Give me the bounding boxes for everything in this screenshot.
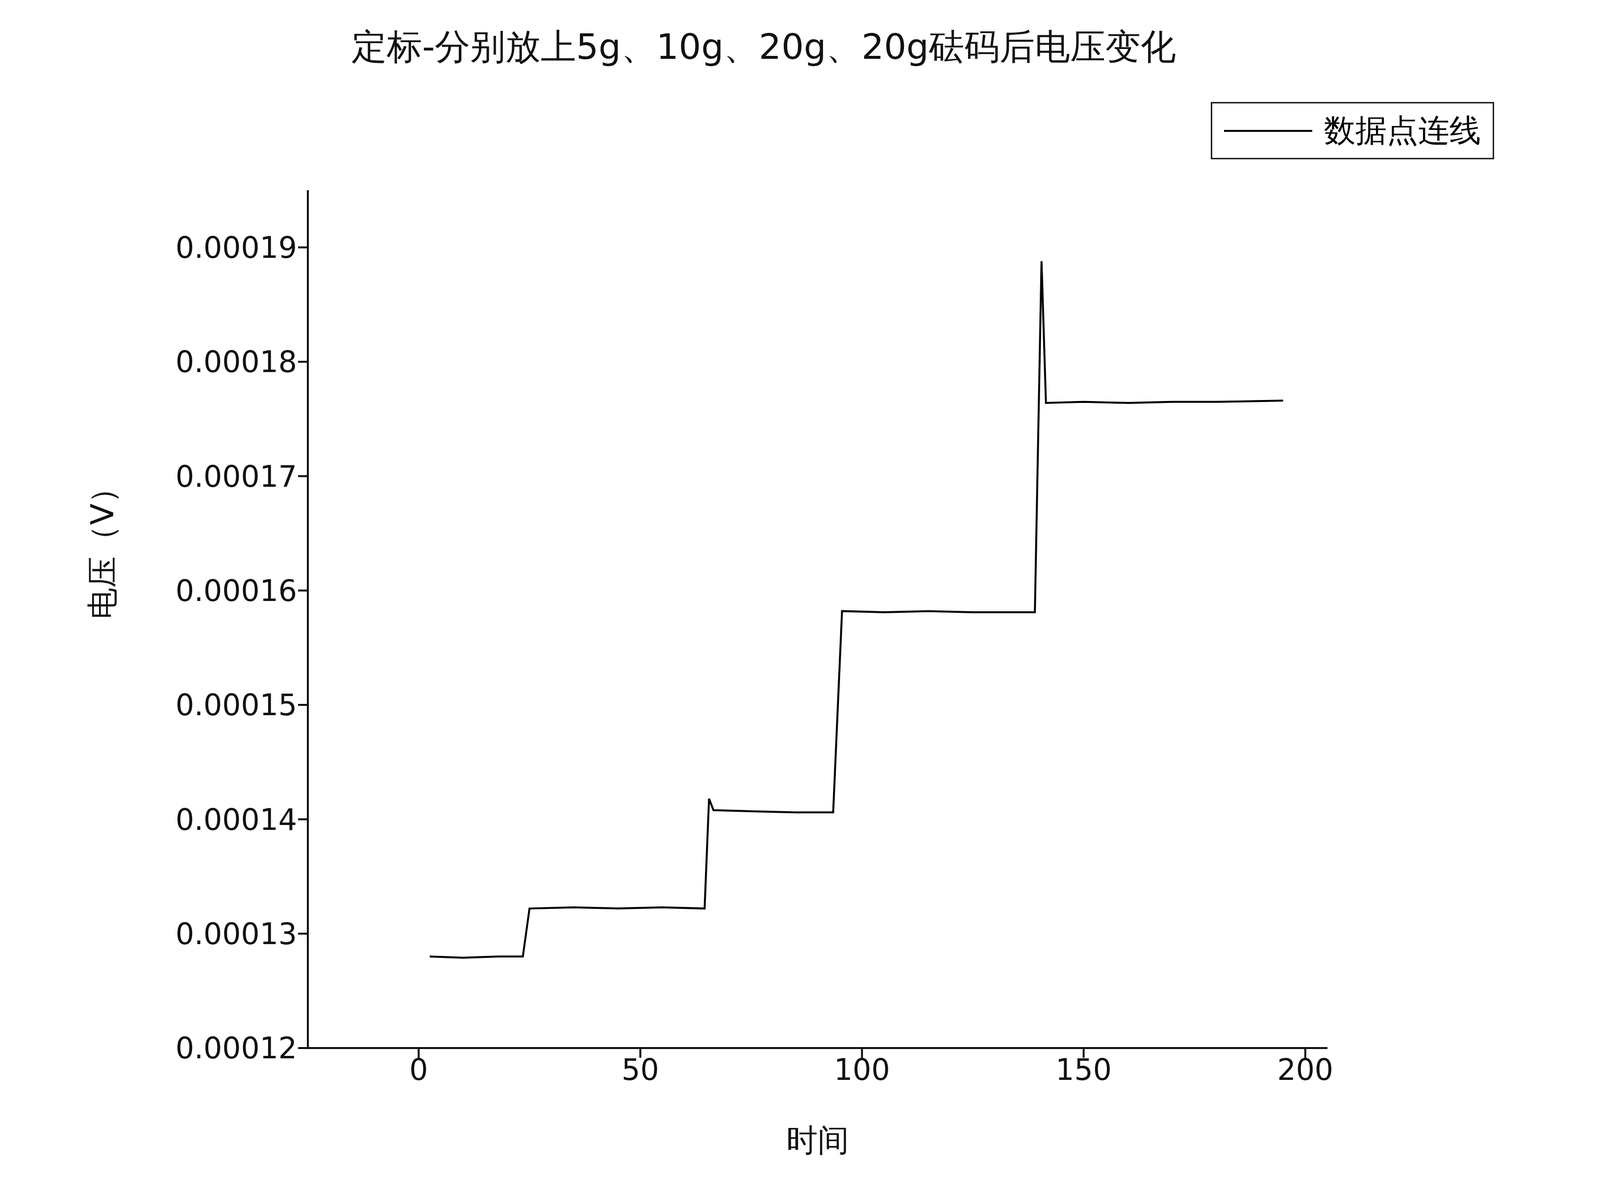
svg-text:0.00016: 0.00016: [175, 573, 298, 608]
svg-text:0.00018: 0.00018: [175, 344, 298, 379]
svg-text:0.00013: 0.00013: [175, 916, 298, 951]
svg-text:0.00017: 0.00017: [175, 459, 298, 494]
svg-text:时间: 时间: [786, 1122, 850, 1159]
svg-text:电压（V）: 电压（V）: [84, 472, 121, 620]
svg-text:150: 150: [1055, 1052, 1112, 1087]
svg-text:0.00014: 0.00014: [175, 802, 298, 837]
svg-text:0.00019: 0.00019: [175, 230, 298, 265]
svg-text:0.00015: 0.00015: [175, 687, 298, 723]
svg-text:0: 0: [409, 1052, 428, 1087]
svg-text:50: 50: [621, 1052, 659, 1087]
svg-text:200: 200: [1277, 1052, 1334, 1087]
html-text:数据点连线: 数据点连线: [1324, 112, 1481, 149]
svg-text:0.00012: 0.00012: [175, 1030, 298, 1066]
svg-text:100: 100: [833, 1052, 891, 1087]
html-text:定标-分别放上5g、10g、20g、20g砝码后电压变化: 定标-分别放上5g、10g、20g、20g砝码后电压变化: [351, 25, 1176, 68]
